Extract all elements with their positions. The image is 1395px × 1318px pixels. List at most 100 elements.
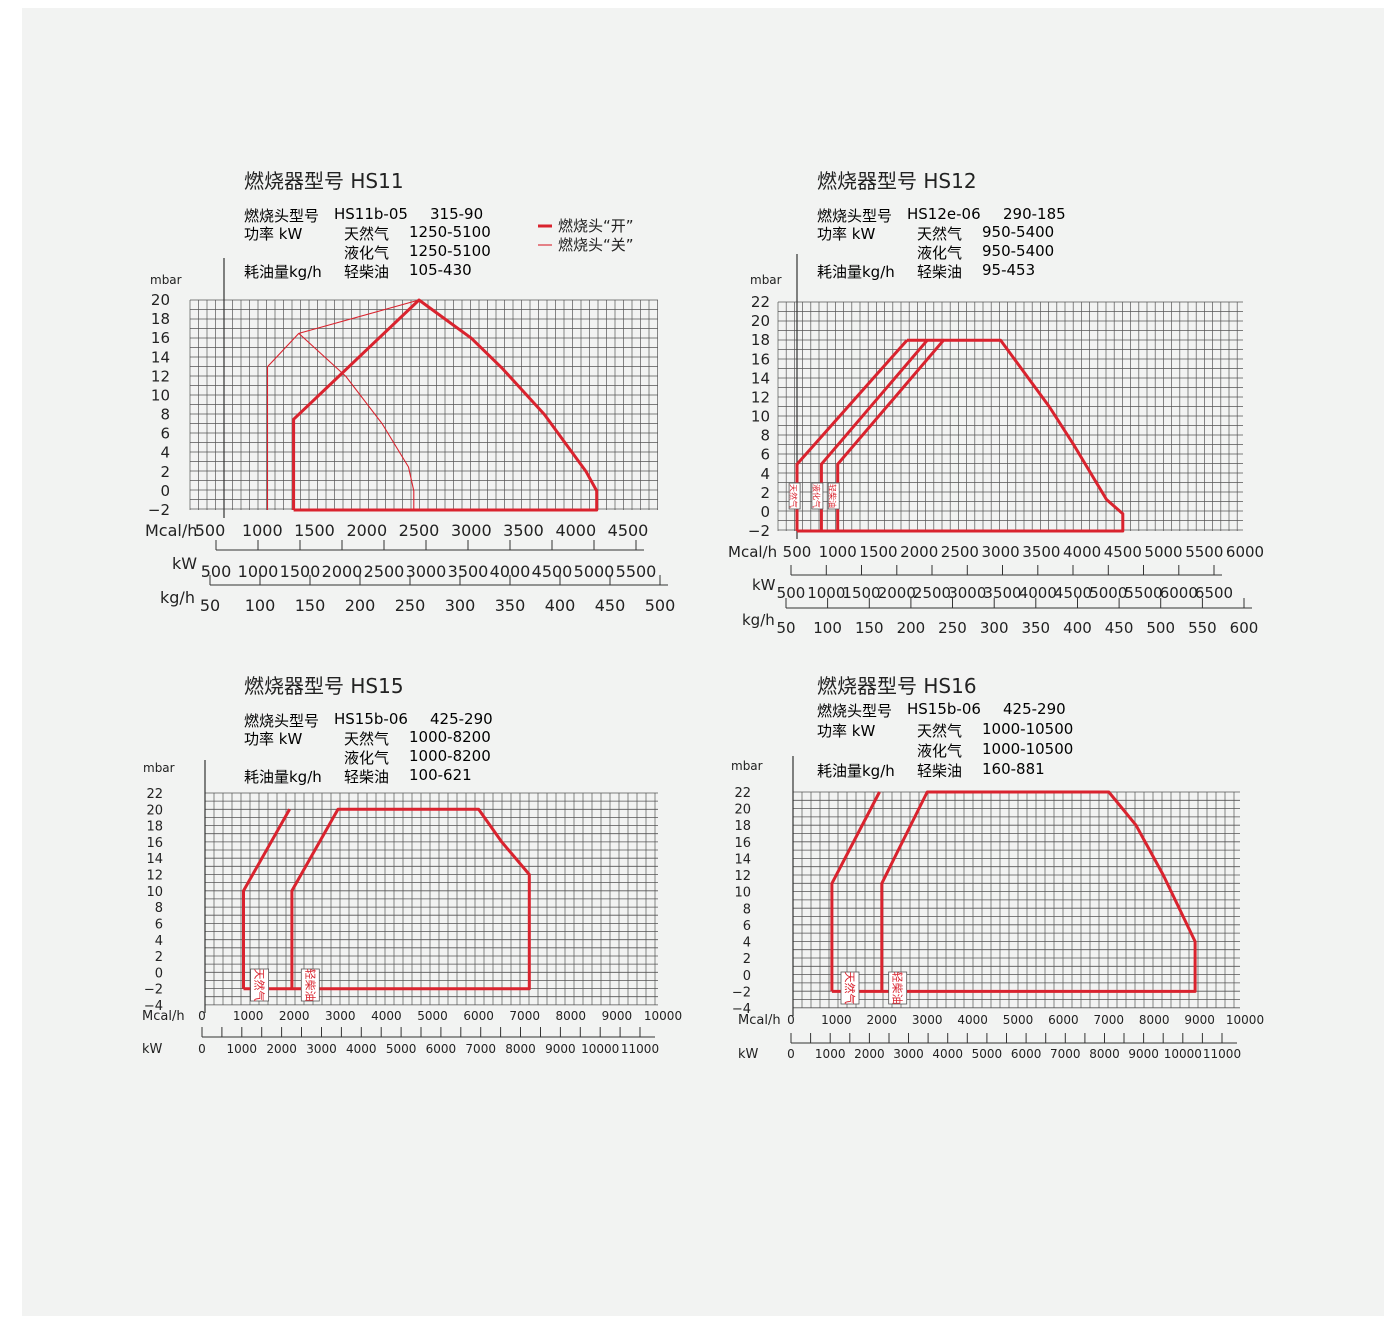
y-tick-label: 4 <box>743 936 751 951</box>
fuel-tag-text: 天然气 <box>789 484 799 508</box>
chart-title: 燃烧器型号 HS15 <box>244 674 404 698</box>
header-cell: 天然气 <box>917 225 963 243</box>
x-tick-label: 350 <box>1021 619 1050 637</box>
y-tick-label: 8 <box>760 427 770 445</box>
header-cell: HS15b-06 <box>334 710 408 728</box>
header-cell: 1250-5100 <box>409 242 491 260</box>
header-row: 耗油量kg/h 轻柴油 95-453 <box>817 261 1117 281</box>
x-tick-label: 0 <box>787 1013 795 1027</box>
x-axis-label: Mcal/h <box>728 543 777 561</box>
header-row: 燃烧头型号 HS11b-05 315-90 <box>244 205 544 225</box>
y-tick-label: 20 <box>146 803 163 818</box>
series-line <box>292 298 599 512</box>
y-tick-label: 16 <box>734 836 751 851</box>
x-tick-label: 8000 <box>556 1009 587 1023</box>
header-cell: HS11b-05 <box>334 205 408 223</box>
chart-title: 燃烧器型号 HS11 <box>244 169 404 193</box>
y-tick-label: 20 <box>151 291 170 309</box>
x-axis-label: kg/h <box>742 611 775 629</box>
header-row: 耗油量kg/h 轻柴油 160-881 <box>817 760 1117 780</box>
header-cell: 功率 kW <box>244 225 303 243</box>
y-tick-label: 2 <box>160 463 170 481</box>
header-row: 液化气 950-5400 <box>817 242 1117 262</box>
header-cell: 耗油量kg/h <box>244 263 322 281</box>
header-row: 功率 kW 天然气 1250-5100 <box>244 223 544 243</box>
x-tick-label: 0 <box>198 1042 206 1056</box>
x-tick-label: 0 <box>787 1047 795 1061</box>
x-tick-label: 3000 <box>982 543 1020 561</box>
x-tick-label: 4000 <box>371 1009 402 1023</box>
header-cell: 天然气 <box>344 225 390 243</box>
grid <box>792 791 1240 1009</box>
y-tick-label: 2 <box>760 484 770 502</box>
y-tick-label: −2 <box>148 501 170 519</box>
x-tick-label: 150 <box>295 596 326 615</box>
y-tick-label: 14 <box>151 348 170 366</box>
y-tick-label: 0 <box>160 482 170 500</box>
x-tick-label: 4500 <box>532 562 573 581</box>
x-tick-label: 2000 <box>279 1009 310 1023</box>
header-cell: 95-453 <box>982 261 1036 279</box>
fuel-tag-text: 天然气 <box>253 969 267 1002</box>
x-tick-label: 5000 <box>972 1047 1003 1061</box>
x-tick-label: 6000 <box>1048 1013 1079 1027</box>
header-cell: 耗油量kg/h <box>244 768 322 786</box>
x-tick-label: 5000 <box>1089 584 1127 602</box>
x-tick-label: 400 <box>545 596 576 615</box>
x-tick-label: 500 <box>783 543 812 561</box>
header-cell: 160-881 <box>982 760 1045 778</box>
x-tick-label: 1000 <box>233 1009 264 1023</box>
x-tick-label: 10000 <box>644 1009 682 1023</box>
x-tick-label: 3500 <box>1022 543 1060 561</box>
x-tick-label: 2000 <box>346 521 387 540</box>
header-row: 功率 kW 天然气 950-5400 <box>817 223 1117 243</box>
x-tick-label: 4000 <box>1019 584 1057 602</box>
x-tick-label: 450 <box>1105 619 1134 637</box>
y-tick-label: 4 <box>155 934 163 949</box>
x-tick-label: 10000 <box>581 1042 619 1056</box>
y-tick-label: 10 <box>734 886 751 901</box>
x-tick-label: 2000 <box>900 543 938 561</box>
x-tick-label: 3000 <box>325 1009 356 1023</box>
x-tick-label: 5000 <box>417 1009 448 1023</box>
x-tick-label: 7000 <box>1094 1013 1125 1027</box>
x-tick-label: 4000 <box>1063 543 1101 561</box>
fuel-tag-box <box>840 971 860 1005</box>
x-tick-label: 50 <box>776 619 795 637</box>
x-tick-label: 500 <box>1146 619 1175 637</box>
x-tick-label: 2500 <box>364 562 405 581</box>
x-tick-label: 1000 <box>238 562 279 581</box>
y-tick-label: 12 <box>751 388 770 406</box>
y-tick-label: 14 <box>734 853 751 868</box>
header-cell: 液化气 <box>917 742 963 760</box>
x-tick-label: 4500 <box>1104 543 1142 561</box>
y-tick-label: 20 <box>751 312 770 330</box>
x-tick-label: 11000 <box>1203 1047 1241 1061</box>
x-tick-label: 200 <box>897 619 926 637</box>
y-tick-label: 8 <box>160 406 170 424</box>
x-tick-label: 2000 <box>878 584 916 602</box>
x-tick-label: 4500 <box>1054 584 1092 602</box>
y-tick-label: −4 <box>732 1002 751 1017</box>
x-tick-label: 3500 <box>448 562 489 581</box>
series-line <box>797 338 1125 533</box>
header-cell: 天然气 <box>917 722 963 740</box>
chart-title: 燃烧器型号 HS16 <box>817 674 977 698</box>
y-tick-label: 22 <box>751 293 770 311</box>
x-tick-label: 1000 <box>242 521 283 540</box>
x-tick-label: 300 <box>980 619 1009 637</box>
x-tick-label: 7000 <box>509 1009 540 1023</box>
series-line <box>831 790 1197 993</box>
x-tick-label: 100 <box>813 619 842 637</box>
header-cell: 功率 kW <box>817 225 876 243</box>
x-tick-label: 250 <box>938 619 967 637</box>
header-cell: 1000-8200 <box>409 728 491 746</box>
x-tick-label: 5000 <box>1003 1013 1034 1027</box>
x-tick-label: 11000 <box>621 1042 659 1056</box>
x-tick-label: 4000 <box>957 1013 988 1027</box>
x-axis-label: Mcal/h <box>738 1013 781 1028</box>
header-cell: 功率 kW <box>817 722 876 740</box>
x-tick-label: 2500 <box>913 584 951 602</box>
